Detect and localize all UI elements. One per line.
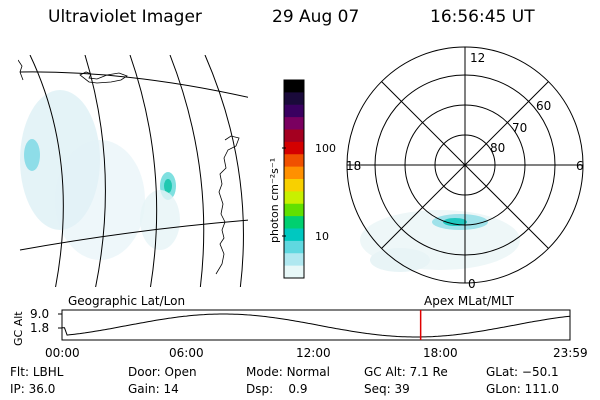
colorbar-tick-10: 10	[315, 230, 329, 243]
auroral-emission-geo	[20, 90, 180, 260]
alt-axis-label: GC Alt	[12, 311, 25, 346]
alt-tick-1-8: 1.8	[30, 321, 49, 335]
colorbar-band	[284, 104, 304, 118]
mlt-label-18: 18	[346, 159, 361, 173]
time-tick-0600: 06:00	[169, 346, 204, 360]
colorbar-band	[284, 216, 304, 229]
lat-label-70: 70	[512, 121, 527, 135]
apex-caption: Apex MLat/MLT	[424, 294, 514, 308]
lat-label-80: 80	[490, 141, 505, 155]
status-glon: GLon: 111.0	[486, 382, 559, 396]
mlt-label-12: 12	[470, 51, 485, 65]
colorbar-band	[284, 203, 304, 217]
status-seq: Seq: 39	[364, 382, 410, 396]
status-glat: GLat: −50.1	[486, 365, 559, 379]
time-tick-1800: 18:00	[423, 346, 458, 360]
colorbar-band	[284, 117, 304, 130]
colorbar-band	[284, 191, 304, 205]
colorbar-band	[284, 154, 304, 168]
colorbar-band	[284, 80, 304, 93]
colorbar-band	[284, 92, 304, 106]
time-tick-1200: 12:00	[296, 346, 331, 360]
mlt-label-6: 6	[576, 159, 584, 173]
header-date: 29 Aug 07	[272, 7, 360, 27]
status-mode: Mode: Normal	[246, 365, 330, 379]
app-title: Ultraviolet Imager	[48, 7, 202, 27]
colorbar-band	[284, 179, 304, 192]
status-gc-alt: GC Alt: 7.1 Re	[364, 365, 448, 379]
status-ip: IP: 36.0	[10, 382, 56, 396]
colorbar-label: photon cm⁻²s⁻¹	[268, 158, 281, 243]
auroral-emission-polar	[360, 210, 520, 272]
colorbar-band	[284, 228, 304, 242]
colorbar-band	[284, 253, 304, 267]
colorbar-band	[284, 240, 304, 254]
status-door: Door: Open	[128, 365, 197, 379]
colorbar-band	[284, 129, 304, 143]
header-time: 16:56:45 UT	[430, 7, 535, 27]
time-tick-0000: 00:00	[45, 346, 80, 360]
status-dsp: Dsp: 0.9	[246, 382, 308, 396]
status-gain: Gain: 14	[128, 382, 179, 396]
alt-tick-9: 9.0	[30, 307, 49, 321]
colorbar-band	[284, 166, 304, 180]
time-tick-2359: 23:59	[553, 346, 588, 360]
lat-label-60: 60	[536, 99, 551, 113]
colorbar-tick-100: 100	[315, 142, 336, 155]
mlt-label-0: 0	[468, 277, 476, 291]
geo-caption: Geographic Lat/Lon	[68, 294, 185, 308]
colorbar-band	[284, 141, 304, 155]
colorbar-band	[284, 265, 304, 279]
status-filter: Flt: LBHL	[10, 365, 64, 379]
